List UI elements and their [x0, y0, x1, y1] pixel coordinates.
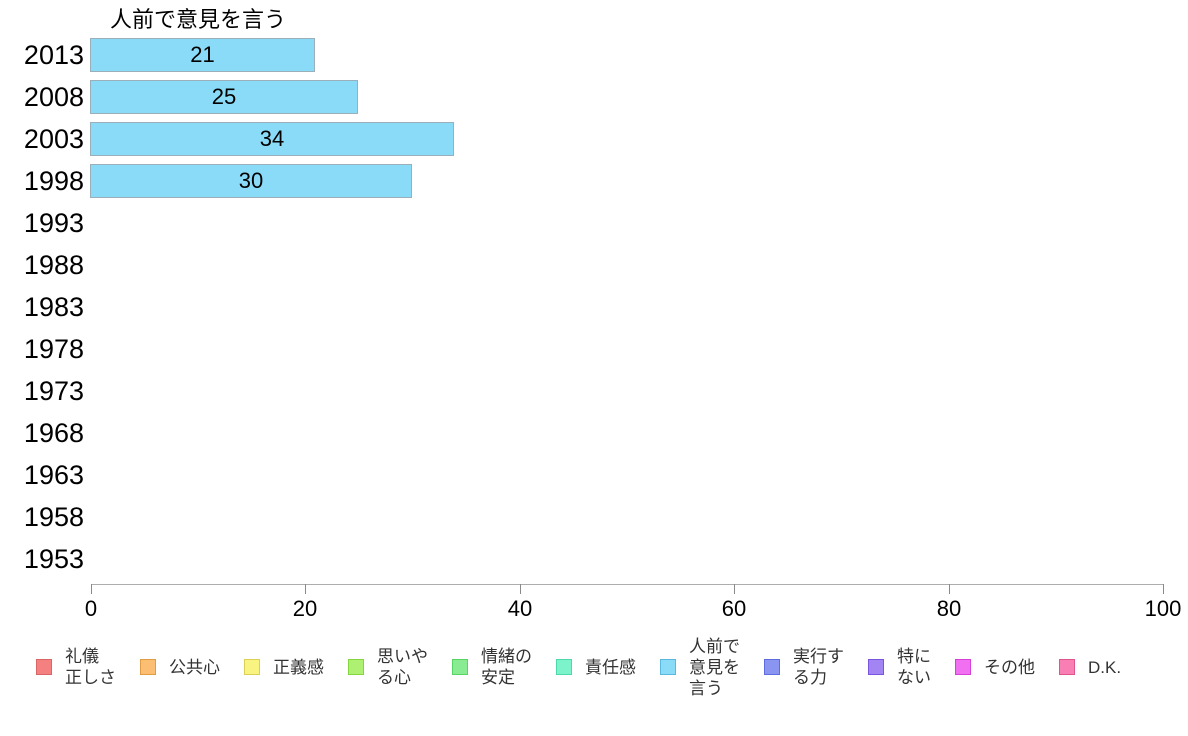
legend-label: 思いや る心 — [377, 647, 428, 687]
legend-swatch — [660, 659, 676, 675]
legend-label: D.K. — [1088, 657, 1122, 677]
chart-row: 1958 — [0, 496, 1188, 538]
legend-item[interactable]: 特に ない — [868, 646, 931, 688]
x-axis-tick — [734, 584, 735, 594]
chart-row: 1953 — [0, 538, 1188, 580]
x-axis-tick — [520, 584, 521, 594]
x-axis-tick-label: 20 — [292, 596, 318, 621]
legend-item[interactable]: 思いや る心 — [348, 646, 428, 688]
legend-swatch — [36, 659, 52, 675]
bar-2013[interactable]: 21 — [90, 38, 315, 72]
x-axis-tick — [305, 584, 306, 594]
bar-value-label: 30 — [238, 168, 264, 193]
chart-row: 1973 — [0, 370, 1188, 412]
legend-swatch — [348, 659, 364, 675]
legend-label: 人前で 意見を 言う — [689, 636, 740, 698]
legend-label: 情緒の 安定 — [481, 647, 532, 687]
legend-swatch — [556, 659, 572, 675]
y-axis-label: 1998 — [23, 165, 84, 196]
x-axis-tick-label: 100 — [1144, 596, 1182, 621]
chart-row: 1978 — [0, 328, 1188, 370]
legend-item[interactable]: 礼儀 正しさ — [36, 646, 116, 688]
y-axis-label: 1983 — [23, 291, 84, 322]
y-axis-label: 1958 — [23, 501, 84, 532]
legend-swatch — [244, 659, 260, 675]
bar-2003[interactable]: 34 — [90, 122, 454, 156]
legend-swatch — [1059, 659, 1075, 675]
x-axis-tick — [91, 584, 92, 594]
chart-row: 1968 — [0, 412, 1188, 454]
legend-item[interactable]: 責任感 — [556, 657, 636, 678]
chart-title: 人前で意見を言う — [110, 7, 287, 32]
legend-item[interactable]: 人前で 意見を 言う — [660, 636, 740, 699]
legend-item[interactable]: 情緒の 安定 — [452, 646, 532, 688]
chart-row: 1988 — [0, 244, 1188, 286]
legend-swatch — [452, 659, 468, 675]
chart-row: 2013 21 — [0, 34, 1188, 76]
y-axis-label: 1993 — [23, 207, 84, 238]
x-axis-tick-label: 60 — [721, 596, 747, 621]
y-axis-label: 1988 — [23, 249, 84, 280]
plot-rows: 2013 21 2008 25 2003 34 1998 30 1993 1988 1983 1978… — [0, 34, 1188, 580]
x-axis-tick-label: 40 — [507, 596, 533, 621]
legend-label: 公共心 — [169, 657, 220, 677]
y-axis-label: 2003 — [23, 123, 84, 154]
bar-value-label: 25 — [211, 84, 237, 109]
legend-swatch — [140, 659, 156, 675]
x-axis-tick — [1163, 584, 1164, 594]
y-axis-label: 1953 — [23, 543, 84, 574]
bar-1998[interactable]: 30 — [90, 164, 412, 198]
x-axis-tick — [949, 584, 950, 594]
y-axis-label: 1978 — [23, 333, 84, 364]
legend-label: その他 — [984, 657, 1035, 677]
legend: 礼儀 正しさ 公共心 正義感 思いや る心 情緒の 安定 責任感 人前で 意見を 言う 実行す… — [36, 628, 1121, 706]
legend-item[interactable]: D.K. — [1059, 657, 1121, 678]
bar-value-label: 21 — [190, 42, 215, 67]
legend-label: 礼儀 正しさ — [65, 647, 116, 687]
y-axis-label: 2013 — [23, 39, 84, 70]
y-axis-label: 1973 — [23, 375, 84, 406]
chart-row: 2008 25 — [0, 76, 1188, 118]
legend-label: 実行す る力 — [793, 647, 844, 687]
legend-item[interactable]: その他 — [955, 657, 1035, 678]
x-axis-line — [91, 584, 1163, 585]
legend-swatch — [955, 659, 971, 675]
legend-label: 特に ない — [897, 647, 931, 687]
legend-item[interactable]: 公共心 — [140, 657, 220, 678]
y-axis-label: 2008 — [23, 81, 84, 112]
legend-swatch — [764, 659, 780, 675]
bar-2008[interactable]: 25 — [90, 80, 358, 114]
chart-row: 1998 30 — [0, 160, 1188, 202]
y-axis-label: 1968 — [23, 417, 84, 448]
chart-row: 2003 34 — [0, 118, 1188, 160]
bar-value-label: 34 — [259, 126, 285, 151]
legend-swatch — [868, 659, 884, 675]
x-axis-tick-label: 80 — [936, 596, 962, 621]
chart-row: 1993 — [0, 202, 1188, 244]
chart-row: 1963 — [0, 454, 1188, 496]
legend-item[interactable]: 正義感 — [244, 657, 324, 678]
y-axis-label: 1963 — [23, 459, 84, 490]
legend-item[interactable]: 実行す る力 — [764, 646, 844, 688]
legend-label: 責任感 — [585, 657, 636, 677]
legend-label: 正義感 — [273, 657, 324, 677]
x-axis-tick-label: 0 — [84, 596, 98, 621]
chart-row: 1983 — [0, 286, 1188, 328]
